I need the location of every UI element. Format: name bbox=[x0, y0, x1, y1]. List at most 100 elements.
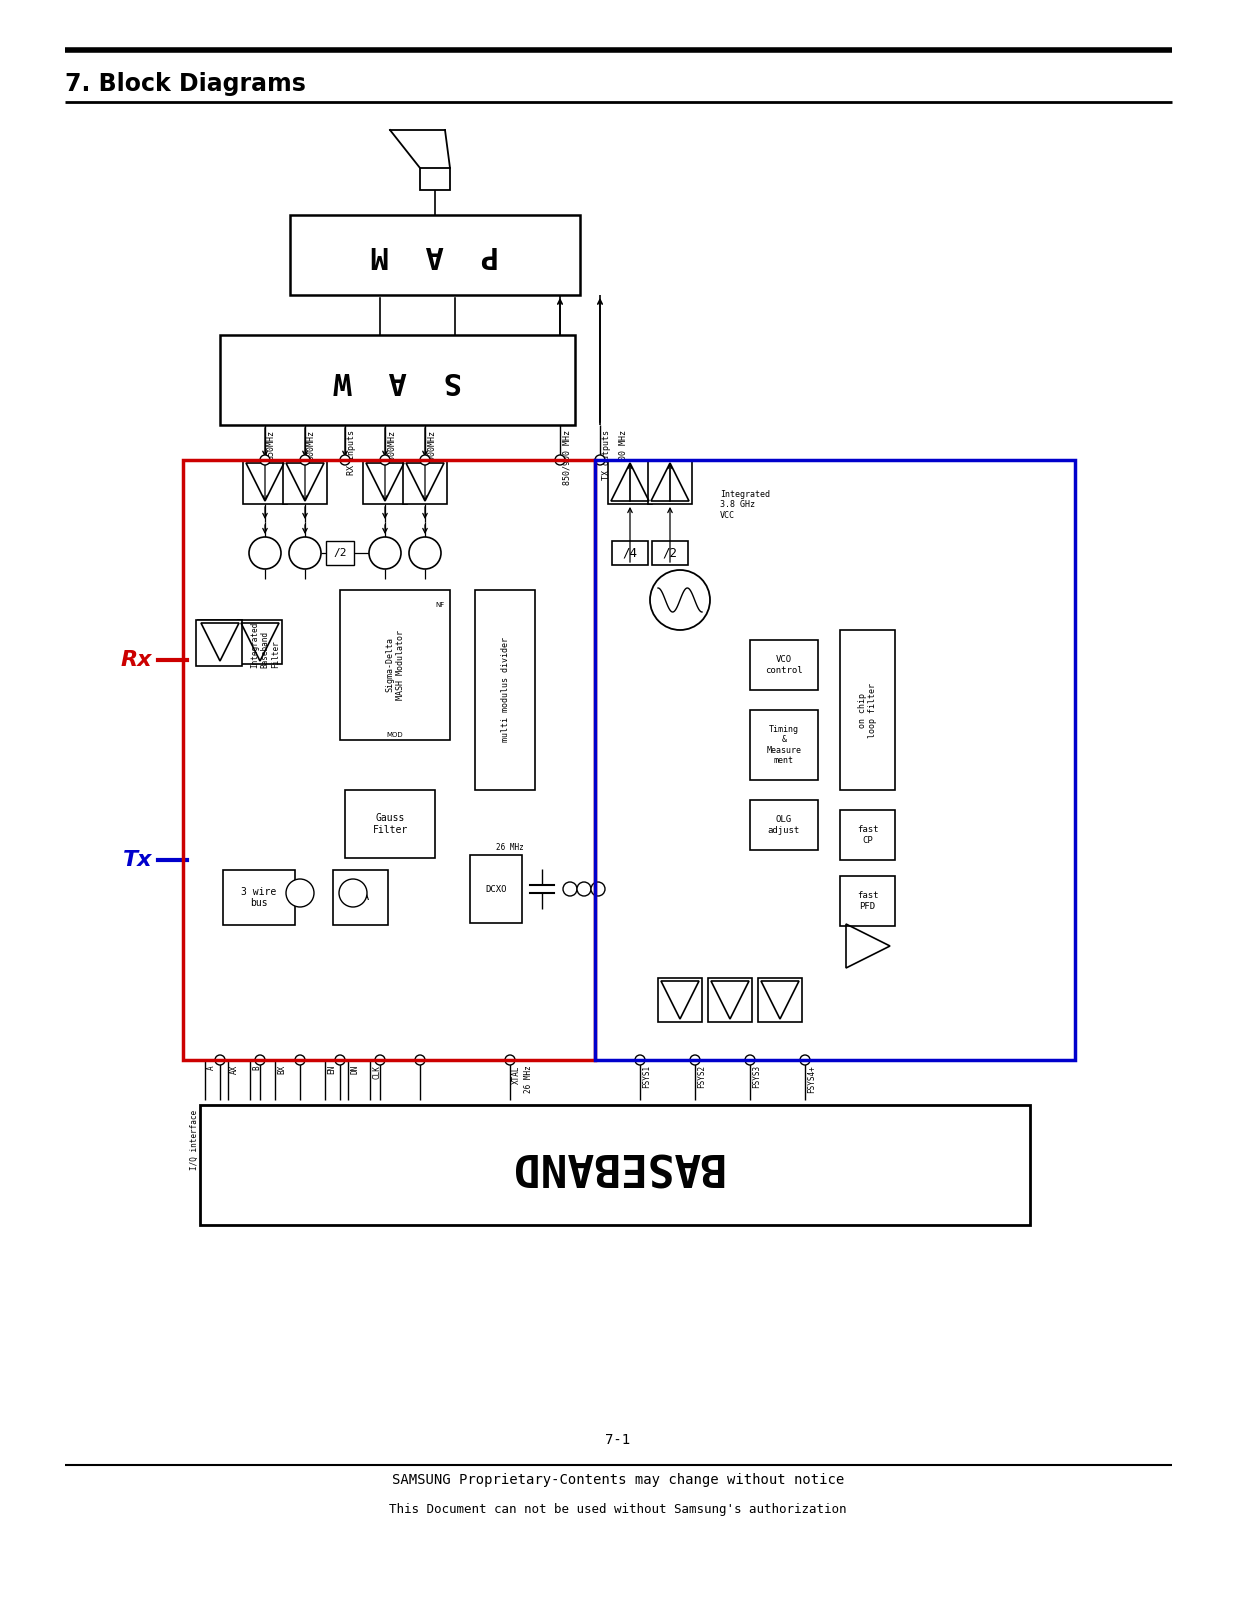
Text: 900MHz: 900MHz bbox=[307, 430, 315, 461]
Bar bbox=[652, 541, 688, 565]
Text: DN: DN bbox=[350, 1066, 359, 1074]
Text: VCO
control: VCO control bbox=[766, 656, 803, 675]
Text: This Document can not be used without Samsung's authorization: This Document can not be used without Sa… bbox=[390, 1504, 847, 1517]
Bar bbox=[750, 710, 818, 781]
Text: SAMSUNG Proprietary-Contents may change without notice: SAMSUNG Proprietary-Contents may change … bbox=[392, 1474, 844, 1486]
Text: IDA: IDA bbox=[350, 893, 371, 902]
Text: /2: /2 bbox=[663, 547, 678, 560]
Text: Gauss
Filter: Gauss Filter bbox=[372, 813, 408, 835]
Text: TX outputs: TX outputs bbox=[602, 430, 611, 480]
Circle shape bbox=[255, 1054, 265, 1066]
Bar bbox=[470, 854, 522, 923]
Text: DCXO: DCXO bbox=[485, 885, 507, 893]
Text: RX inputs: RX inputs bbox=[348, 430, 356, 475]
Text: 26 MHz: 26 MHz bbox=[524, 1066, 533, 1093]
Bar bbox=[595, 461, 1075, 1059]
Bar bbox=[238, 619, 282, 664]
Circle shape bbox=[286, 878, 314, 907]
Circle shape bbox=[380, 454, 390, 466]
Bar bbox=[750, 640, 818, 690]
Circle shape bbox=[414, 1054, 426, 1066]
Text: FSYS1: FSYS1 bbox=[642, 1066, 651, 1088]
Text: 1800/1900 MHz: 1800/1900 MHz bbox=[618, 430, 627, 494]
Text: FSYS2: FSYS2 bbox=[696, 1066, 706, 1088]
Text: ADC: ADC bbox=[348, 891, 359, 896]
Text: P  A  M: P A M bbox=[371, 240, 500, 269]
Bar bbox=[345, 790, 435, 858]
Text: 850MHz: 850MHz bbox=[267, 430, 276, 461]
Text: A: A bbox=[207, 1066, 216, 1070]
Text: fast
CP: fast CP bbox=[857, 826, 878, 845]
Bar bbox=[840, 810, 896, 861]
Text: 3 wire
bus: 3 wire bus bbox=[241, 886, 277, 909]
Circle shape bbox=[369, 538, 401, 570]
Bar bbox=[609, 461, 652, 504]
Circle shape bbox=[649, 570, 710, 630]
Text: 1900MHz: 1900MHz bbox=[427, 430, 435, 466]
Circle shape bbox=[339, 878, 367, 907]
Circle shape bbox=[505, 1054, 515, 1066]
Text: Tx: Tx bbox=[122, 850, 152, 870]
Text: FSYS3: FSYS3 bbox=[752, 1066, 761, 1088]
Circle shape bbox=[289, 538, 320, 570]
Circle shape bbox=[563, 882, 576, 896]
Text: XTAL: XTAL bbox=[512, 1066, 521, 1083]
Text: MOD: MOD bbox=[387, 733, 403, 738]
Bar bbox=[648, 461, 691, 504]
Circle shape bbox=[294, 1054, 306, 1066]
Text: multi modulus divider: multi modulus divider bbox=[501, 637, 510, 742]
Text: BASEBAND: BASEBAND bbox=[508, 1144, 722, 1187]
Bar bbox=[200, 1106, 1030, 1226]
Circle shape bbox=[260, 454, 270, 466]
Bar bbox=[198, 619, 242, 664]
Circle shape bbox=[409, 538, 442, 570]
Text: 850/900 MHz: 850/900 MHz bbox=[562, 430, 571, 485]
Bar bbox=[242, 461, 287, 504]
Circle shape bbox=[340, 454, 350, 466]
Bar bbox=[403, 461, 447, 504]
Text: CLK: CLK bbox=[372, 1066, 381, 1078]
Bar bbox=[195, 619, 242, 666]
Bar bbox=[658, 978, 703, 1022]
Bar bbox=[327, 541, 354, 565]
Text: /2: /2 bbox=[333, 547, 346, 558]
Bar bbox=[223, 870, 294, 925]
Bar bbox=[289, 214, 580, 294]
Circle shape bbox=[690, 1054, 700, 1066]
Text: Integrated
Baseband
Filter: Integrated Baseband Filter bbox=[250, 622, 280, 669]
Bar bbox=[840, 877, 896, 926]
Circle shape bbox=[249, 538, 281, 570]
Bar bbox=[708, 978, 752, 1022]
Text: fast
PFD: fast PFD bbox=[857, 891, 878, 910]
Text: Integrated
3.8 GHz
VCC: Integrated 3.8 GHz VCC bbox=[720, 490, 769, 520]
Bar bbox=[220, 334, 575, 426]
Circle shape bbox=[301, 454, 310, 466]
Circle shape bbox=[595, 454, 605, 466]
Text: /4: /4 bbox=[622, 547, 637, 560]
Bar bbox=[183, 461, 595, 1059]
Text: Timing
&
Measure
ment: Timing & Measure ment bbox=[767, 725, 802, 765]
Text: Sigma-Delta
MASH Modulator: Sigma-Delta MASH Modulator bbox=[385, 630, 404, 701]
Circle shape bbox=[591, 882, 605, 896]
Circle shape bbox=[555, 454, 565, 466]
Text: OLG
adjust: OLG adjust bbox=[768, 816, 800, 835]
Text: ADC: ADC bbox=[294, 891, 306, 896]
Circle shape bbox=[215, 1054, 225, 1066]
Bar bbox=[475, 590, 534, 790]
Text: BX: BX bbox=[277, 1066, 286, 1074]
Bar bbox=[362, 461, 407, 504]
Bar bbox=[333, 870, 388, 925]
Bar bbox=[750, 800, 818, 850]
Bar bbox=[283, 461, 327, 504]
Text: FSYS4+: FSYS4+ bbox=[807, 1066, 816, 1093]
Circle shape bbox=[576, 882, 591, 896]
Text: 7-1: 7-1 bbox=[605, 1434, 631, 1446]
Text: AX: AX bbox=[230, 1066, 239, 1074]
Text: EN: EN bbox=[327, 1066, 336, 1074]
Circle shape bbox=[335, 1054, 345, 1066]
Circle shape bbox=[800, 1054, 810, 1066]
Bar bbox=[612, 541, 648, 565]
Circle shape bbox=[375, 1054, 385, 1066]
Text: Rx: Rx bbox=[120, 650, 152, 670]
Circle shape bbox=[745, 1054, 755, 1066]
